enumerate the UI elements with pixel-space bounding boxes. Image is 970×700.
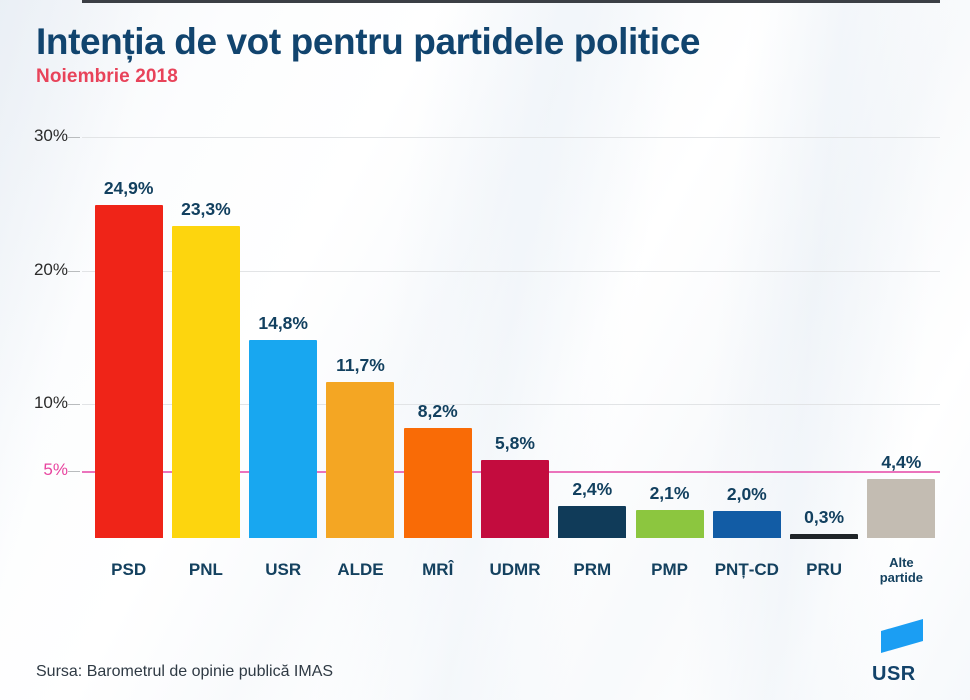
source-note: Sursa: Barometrul de opinie publică IMAS <box>36 663 334 680</box>
bar-value-udmr: 5,8% <box>495 433 535 454</box>
gridline-20pct <box>82 270 940 272</box>
bar-value-mr-: 8,2% <box>417 401 458 422</box>
x-label-prm: PRM <box>573 560 612 579</box>
bar-pn-cd[interactable] <box>712 511 781 538</box>
page-title: Intenția de vot pentru partidele politic… <box>36 21 701 62</box>
gridline-30pct <box>82 136 940 138</box>
bar-alte-partide[interactable] <box>867 479 936 538</box>
chart-subtitle: Noiembrie 2018 <box>36 66 178 88</box>
x-label-usr: USR <box>265 560 302 579</box>
x-label-alde: ALDE <box>337 560 384 579</box>
x-label-alte-partide: Alte partide <box>879 555 924 585</box>
gridline-10pct <box>82 404 940 406</box>
x-label-pru: PRU <box>806 560 843 579</box>
bar-alde[interactable] <box>326 381 395 538</box>
bar-usr[interactable] <box>249 340 318 538</box>
bar-value-alde: 11,7% <box>336 354 385 375</box>
x-label-pnl: PNL <box>188 560 223 579</box>
bar-mr-[interactable] <box>403 428 472 538</box>
bar-value-prm: 2,4% <box>572 478 613 499</box>
bar-value-usr: 14,8% <box>258 313 308 334</box>
x-label-udmr: UDMR <box>489 560 541 579</box>
x-label-pn-cd: PNȚ-CD <box>714 560 779 579</box>
bar-psd[interactable] <box>94 205 163 538</box>
tick-dash-20pct <box>68 270 80 272</box>
bar-value-alte-partide: 4,4% <box>881 452 922 473</box>
bar-value-pmp: 2,1% <box>649 482 690 503</box>
bar-pru[interactable] <box>790 533 859 539</box>
usr-wordmark: USR <box>872 663 916 685</box>
bar-value-pru: 0,3% <box>804 506 845 527</box>
bar-value-pnl: 23,3% <box>181 199 231 220</box>
bar-udmr[interactable] <box>481 460 549 538</box>
usr-logo: USR <box>869 617 943 687</box>
tick-dash-10pct <box>68 404 80 406</box>
bar-value-psd: 24,9% <box>103 178 154 199</box>
x-axis-baseline <box>82 0 940 3</box>
usr-parallelogram-icon <box>881 619 923 653</box>
y-tick-label-30pct: 30% <box>33 125 68 145</box>
y-tick-label-10pct: 10% <box>33 393 68 413</box>
bar-value-pn-cd: 2,0% <box>726 484 767 505</box>
chart-header: Intenția de vot pentru partidele politic… <box>36 22 700 88</box>
x-label-mr-: MRÎ <box>422 560 454 579</box>
x-label-pmp: PMP <box>651 560 688 579</box>
x-label-psd: PSD <box>111 560 147 579</box>
y-tick-label-5pct: 5% <box>43 460 68 480</box>
tick-dash-30pct <box>68 136 80 138</box>
bar-prm[interactable] <box>558 505 627 538</box>
tick-dash-5pct <box>68 471 80 473</box>
bar-pnl[interactable] <box>171 226 240 538</box>
bar-pmp[interactable] <box>635 509 704 538</box>
y-tick-label-20pct: 20% <box>33 259 68 279</box>
